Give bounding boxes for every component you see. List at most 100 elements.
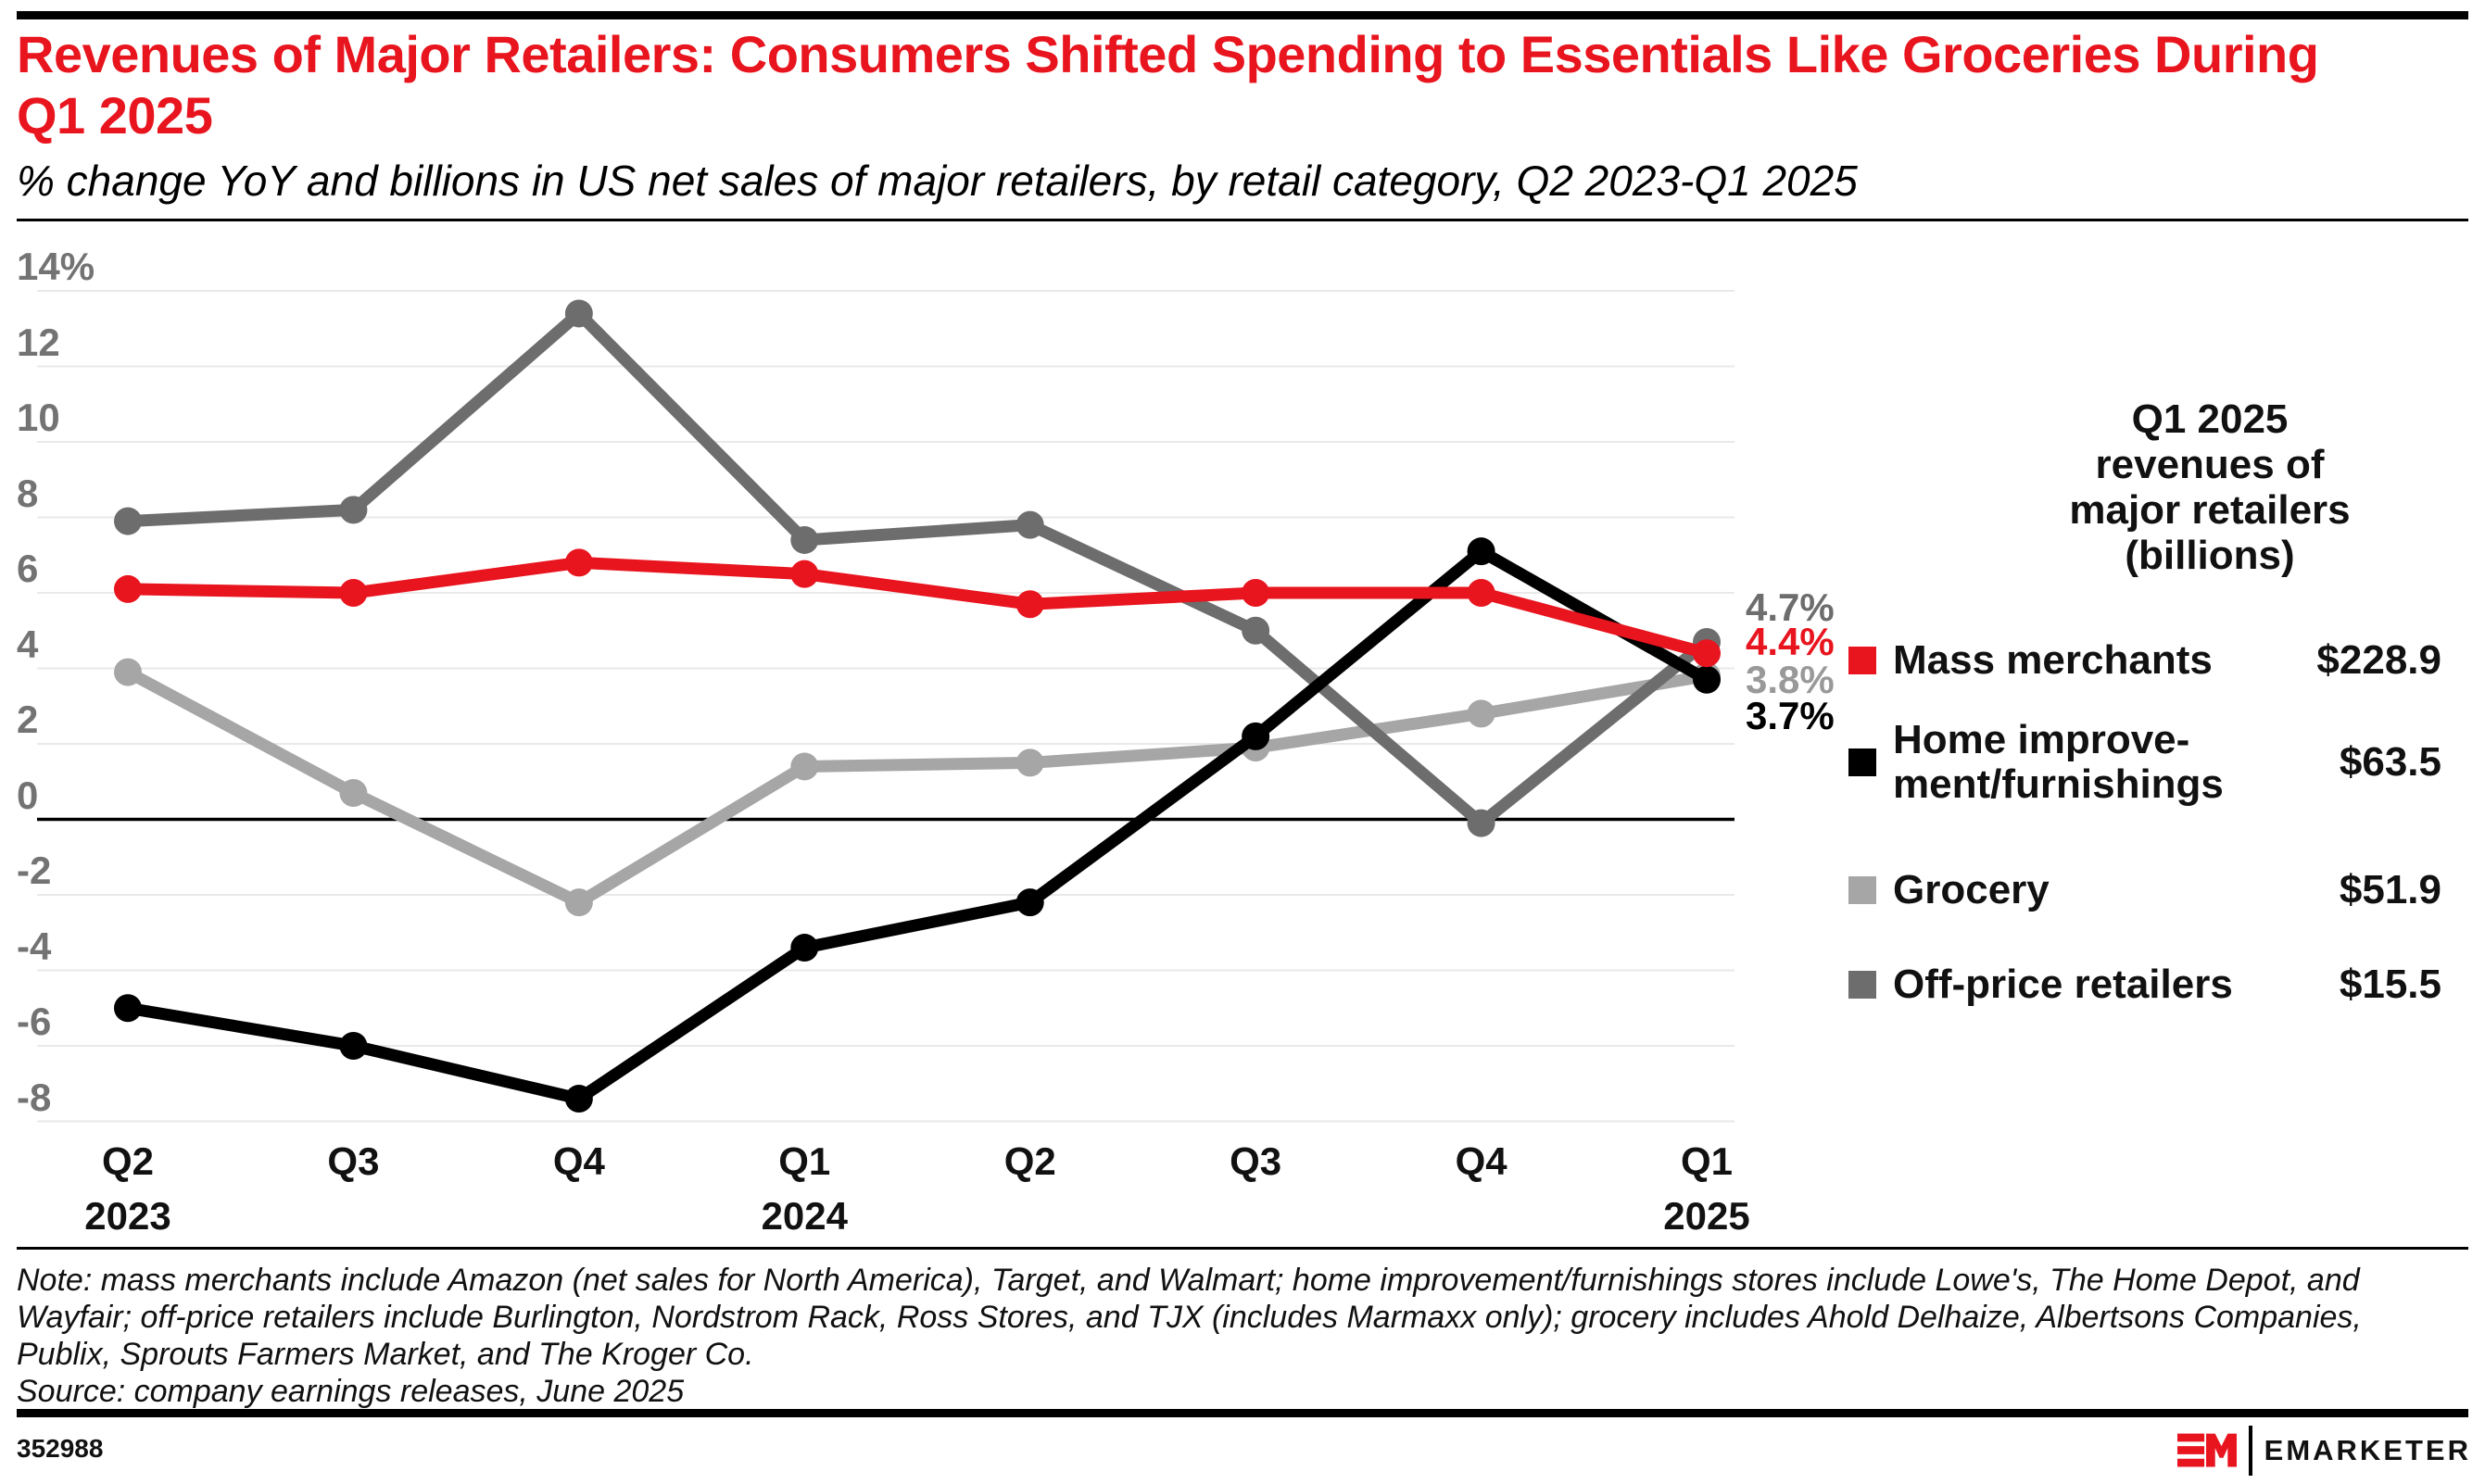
series-line-home-improvement-furnishings <box>121 545 1713 1105</box>
x-tick-quarter-label: Q1 <box>778 1139 831 1183</box>
data-point <box>1242 579 1270 607</box>
logo-divider <box>2248 1426 2252 1476</box>
data-point <box>790 525 819 554</box>
data-point <box>1467 809 1495 837</box>
x-tick-year-label: 2023 <box>84 1194 171 1238</box>
series-line-off-price-retailers <box>121 307 1713 830</box>
legend-item-home-improvement: Home improve- ment/furnishings $63.5 <box>1848 711 2441 813</box>
page-title-line1: Revenues of Major Retailers: Consumers S… <box>17 25 2319 83</box>
page-title: Revenues of Major Retailers: Consumers S… <box>17 24 2468 146</box>
y-tick-label: 4 <box>17 622 39 666</box>
x-tick-quarter-label: Q1 <box>1680 1139 1734 1183</box>
end-value-label: 4.4% <box>1746 620 1835 663</box>
em-logo-mark-icon <box>2176 1433 2237 1467</box>
off-price-swatch-icon <box>1848 971 1876 999</box>
footer-divider-bar <box>17 1409 2468 1417</box>
legend-label-line: ment/furnishings <box>1893 761 2224 807</box>
x-tick-year-label: 2024 <box>761 1194 848 1238</box>
x-tick-quarter-label: Q2 <box>101 1139 155 1183</box>
emarketer-logo: EMARKETER <box>2176 1425 2471 1477</box>
legend-label-line: Home improve- <box>1893 717 2190 762</box>
end-value-label: 3.7% <box>1746 694 1835 737</box>
footnote: Note: mass merchants include Amazon (net… <box>17 1262 2468 1410</box>
source-line: Source: company earnings releases, June … <box>17 1374 685 1409</box>
mass-merchants-swatch-icon <box>1848 647 1876 674</box>
legend-header-line: Q1 2025 <box>2131 396 2289 442</box>
data-point <box>339 496 368 524</box>
legend-label-line: Grocery <box>1893 867 2050 912</box>
page-subtitle: % change YoY and billions in US net sale… <box>17 157 1858 205</box>
data-point <box>1015 888 1044 917</box>
data-point <box>790 752 819 781</box>
legend-label: Off-price retailers <box>1893 962 2233 1007</box>
legend-item-mass-merchants: Mass merchants $228.9 <box>1848 632 2441 689</box>
legend-header-line: revenues of <box>2095 442 2325 487</box>
y-tick-label: 2 <box>17 698 39 741</box>
subtitle-rule <box>17 219 2468 221</box>
top-divider-bar <box>17 11 2468 19</box>
series-line-grocery <box>121 666 1713 909</box>
chart-id: 352988 <box>17 1434 104 1463</box>
y-tick-label: 12 <box>17 320 60 364</box>
y-tick-label: 0 <box>17 773 39 817</box>
legend-value: $63.5 <box>2339 739 2441 785</box>
data-point <box>564 299 593 328</box>
x-tick-year-label: 2025 <box>1663 1194 1750 1238</box>
footnote-line: Wayfair; off-price retailers include Bur… <box>17 1300 2362 1335</box>
legend: Q1 2025 revenues of major retailers (bil… <box>1848 0 2441 1484</box>
data-point <box>790 934 819 962</box>
y-tick-label: -4 <box>17 924 52 968</box>
end-value-label: 4.7% <box>1746 585 1835 629</box>
data-point <box>339 579 368 607</box>
data-point <box>1015 748 1044 777</box>
y-tick-label: 14% <box>17 245 95 288</box>
data-point <box>564 548 593 577</box>
x-tick-quarter-label: Q3 <box>1230 1139 1282 1183</box>
legend-label-line: Mass merchants <box>1893 637 2213 683</box>
x-tick-quarter-label: Q2 <box>1003 1139 1056 1183</box>
x-tick-quarter-label: Q4 <box>1455 1139 1507 1183</box>
footnote-line: Publix, Sprouts Farmers Market, and The … <box>17 1337 754 1372</box>
legend-label: Home improve- ment/furnishings <box>1893 718 2224 807</box>
x-tick-quarter-label: Q3 <box>327 1139 380 1183</box>
legend-header-line: major retailers <box>2069 487 2351 533</box>
data-point <box>564 888 593 917</box>
data-point <box>1467 537 1495 566</box>
grocery-swatch-icon <box>1848 876 1876 904</box>
legend-label-line: Off-price retailers <box>1893 962 2233 1007</box>
x-tick-quarter-label: Q4 <box>552 1139 605 1183</box>
footnote-line: Note: mass merchants include Amazon (net… <box>17 1263 2360 1298</box>
legend-label: Grocery <box>1893 868 2050 912</box>
y-tick-label: -2 <box>17 849 52 892</box>
data-point <box>1015 590 1044 619</box>
data-point <box>339 778 368 807</box>
series-line-mass-merchants <box>121 556 1713 660</box>
data-point <box>114 658 142 686</box>
legend-item-grocery: Grocery $51.9 <box>1848 861 2441 919</box>
legend-value: $51.9 <box>2339 867 2441 912</box>
data-point <box>114 574 142 603</box>
data-point <box>790 560 819 588</box>
legend-value: $15.5 <box>2339 962 2441 1007</box>
home-improvement-swatch-icon <box>1848 748 1876 776</box>
legend-label: Mass merchants <box>1893 638 2213 683</box>
y-tick-label: 8 <box>17 471 39 515</box>
y-tick-label: 6 <box>17 547 39 590</box>
data-point <box>564 1085 593 1113</box>
y-tick-label: 10 <box>17 396 60 439</box>
data-point <box>1242 722 1270 750</box>
legend-item-off-price: Off-price retailers $15.5 <box>1848 956 2441 1013</box>
data-point <box>1467 579 1495 607</box>
legend-header: Q1 2025 revenues of major retailers (bil… <box>1987 396 2432 578</box>
legend-value: $228.9 <box>2316 637 2441 683</box>
page-title-line2: Q1 2025 <box>17 86 213 145</box>
logo-wordmark: EMARKETER <box>2264 1434 2471 1466</box>
data-point <box>1467 699 1495 728</box>
y-tick-label: -6 <box>17 1000 52 1043</box>
data-point <box>1693 665 1722 694</box>
data-point <box>114 994 142 1023</box>
y-tick-label: -8 <box>17 1075 52 1119</box>
data-point <box>1242 616 1270 645</box>
